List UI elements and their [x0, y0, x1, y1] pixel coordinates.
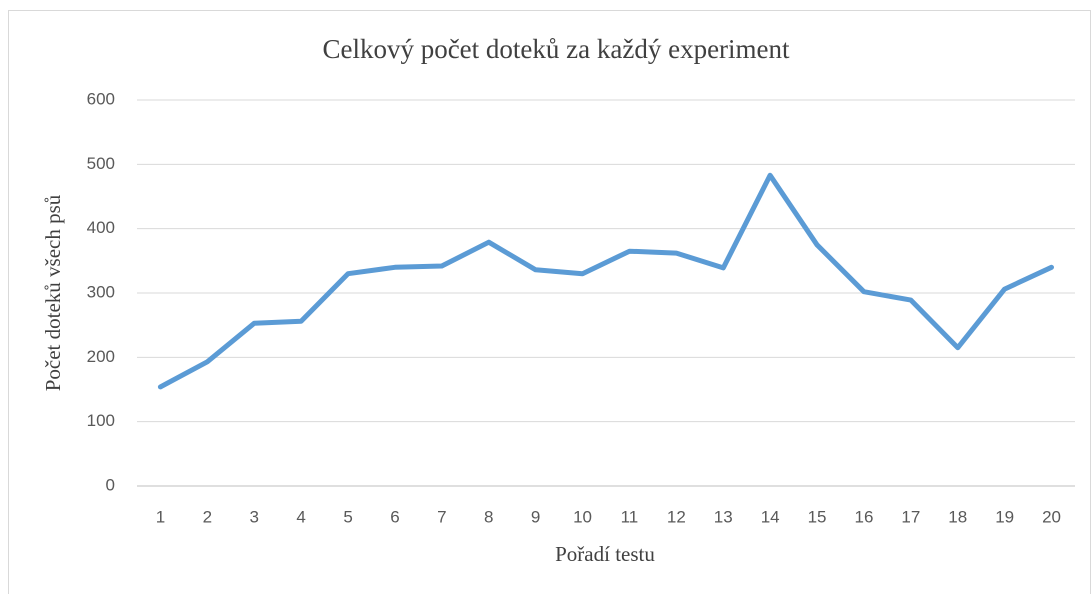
x-tick-label: 11	[621, 507, 639, 526]
x-tick-label: 8	[484, 507, 493, 526]
x-tick-label: 6	[390, 507, 399, 526]
x-tick-label: 12	[667, 507, 686, 526]
data-line	[157, 172, 1054, 390]
chart-border	[8, 10, 1091, 594]
x-tick-label: 14	[761, 507, 780, 526]
x-tick-label: 17	[901, 507, 920, 526]
y-tick-label: 200	[87, 347, 115, 366]
y-tick-label: 400	[87, 218, 115, 237]
x-tick-label: 13	[714, 507, 733, 526]
x-tick-label: 18	[948, 507, 967, 526]
x-tick-label: 20	[1042, 507, 1061, 526]
x-tick-label: 16	[854, 507, 873, 526]
x-axis-title: Pořadí testu	[555, 542, 655, 566]
y-tick-label: 500	[87, 154, 115, 173]
x-tick-label: 15	[808, 507, 827, 526]
x-tick-label: 4	[296, 507, 305, 526]
x-tick-label: 2	[203, 507, 212, 526]
x-tick-label: 9	[531, 507, 540, 526]
y-tick-label: 300	[87, 282, 115, 301]
chart-title: Celkový počet doteků za každý experiment	[322, 34, 790, 64]
x-tick-label: 5	[343, 507, 352, 526]
x-tick-label: 1	[156, 507, 165, 526]
x-tick-label: 10	[573, 507, 592, 526]
y-tick-label: 100	[87, 411, 115, 430]
y-tick-label: 600	[87, 89, 115, 108]
x-tick-label: 19	[995, 507, 1014, 526]
y-axis-title: Počet doteků všech psů	[41, 194, 65, 391]
x-tick-label: 3	[250, 507, 259, 526]
y-tick-label: 0	[106, 475, 115, 494]
x-tick-label: 7	[437, 507, 446, 526]
